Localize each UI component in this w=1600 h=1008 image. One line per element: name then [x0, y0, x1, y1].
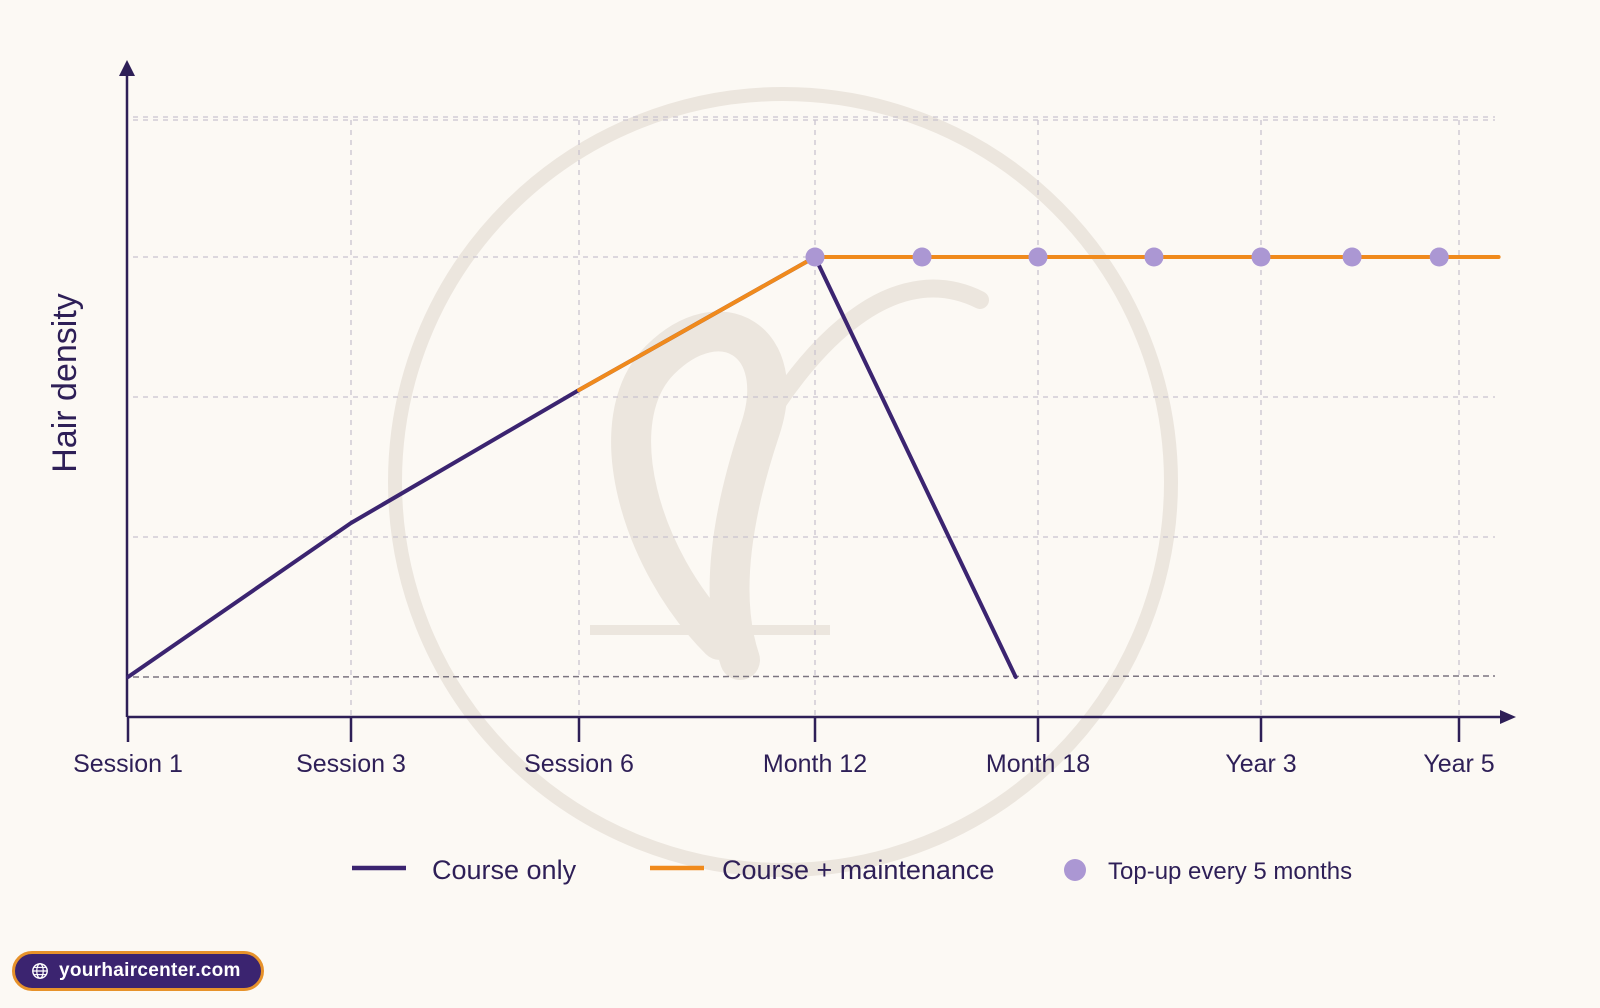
- top-up-marker: [1342, 247, 1362, 267]
- x-tick-label: Year 5: [1423, 750, 1494, 778]
- x-axis-arrow: [1500, 710, 1516, 724]
- watermark-ring: [388, 87, 1178, 877]
- x-tick-label: Month 18: [986, 750, 1090, 778]
- legend-label: Course only: [432, 855, 577, 885]
- legend-swatch-dot: [1064, 859, 1086, 881]
- baseline-line: [132, 675, 1496, 678]
- x-tick-label: Year 3: [1225, 750, 1296, 778]
- legend-label: Top-up every 5 months: [1108, 858, 1352, 885]
- watermark-logo: [388, 87, 1178, 877]
- top-up-marker: [805, 247, 825, 267]
- x-tick-label: Month 12: [763, 750, 867, 778]
- website-url[interactable]: yourhaircenter.com: [59, 960, 241, 981]
- series: [126, 247, 1501, 679]
- x-tick-label: Session 3: [296, 750, 406, 778]
- globe-icon: [32, 963, 48, 979]
- top-up-marker: [1429, 247, 1449, 267]
- top-up-marker: [912, 247, 932, 267]
- top-up-marker: [1251, 247, 1271, 267]
- y-axis-label-group: Hair density: [46, 293, 84, 473]
- y-axis-label: Hair density: [46, 293, 84, 473]
- axes: [119, 60, 1516, 742]
- watermark-glyph: [611, 311, 788, 680]
- y-axis-arrow: [119, 60, 135, 76]
- x-tick-labels: Session 1 Session 3 Session 6 Month 12 Month…: [73, 750, 1495, 778]
- watermark-glyph-tail: [751, 279, 989, 439]
- x-tick-label: Session 1: [73, 750, 183, 778]
- top-up-marker: [1144, 247, 1164, 267]
- top-up-marker: [1028, 247, 1048, 267]
- legend: Course only Course + maintenance Top-up ev…: [352, 855, 1352, 885]
- course-only-line: [126, 255, 1018, 679]
- legend-label: Course + maintenance: [722, 855, 994, 885]
- website-badge[interactable]: yourhaircenter.com: [12, 951, 264, 991]
- x-tick-label: Session 6: [524, 750, 634, 778]
